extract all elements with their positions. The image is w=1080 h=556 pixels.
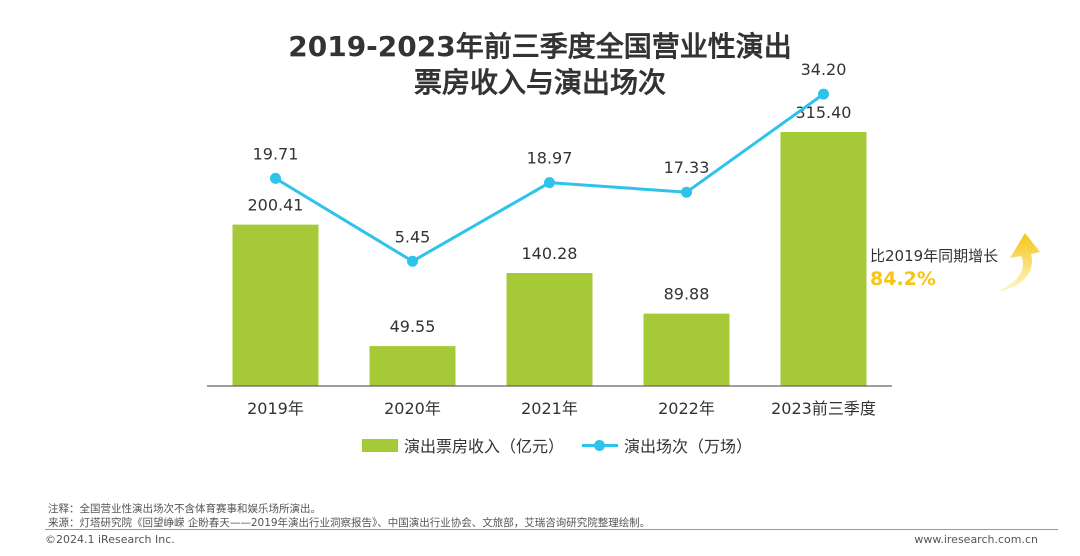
footer-note: 注释：全国营业性演出场次不含体育赛事和娱乐场所演出。 bbox=[48, 503, 321, 515]
bar-value-label-3: 89.88 bbox=[664, 285, 710, 304]
bar-revenue-2 bbox=[506, 273, 593, 386]
line-point-3 bbox=[681, 186, 692, 198]
legend-line-swatch bbox=[582, 438, 619, 452]
footer-website: www.iresearch.com.cn bbox=[914, 533, 1038, 546]
legend-label-performances: 演出场次（万场） bbox=[624, 437, 753, 456]
growth-callout-text: 比2019年同期增长 bbox=[870, 247, 999, 265]
growth-callout: 比2019年同期增长 84.2% bbox=[870, 245, 998, 290]
legend: 演出票房收入（亿元） 演出场次（万场） bbox=[362, 434, 770, 456]
line-value-label-2: 18.97 bbox=[527, 149, 573, 168]
line-value-label-4: 34.20 bbox=[801, 60, 847, 79]
footer-source: 来源：灯塔研究院《回望峥嵘 企盼春天——2019年演出行业洞察报告》、中国演出行… bbox=[48, 517, 651, 529]
line-value-label-1: 5.45 bbox=[395, 227, 431, 246]
chart-title-line2: 票房收入与演出场次 bbox=[413, 66, 666, 99]
line-value-label-3: 17.33 bbox=[664, 158, 710, 177]
bar-value-label-2: 140.28 bbox=[522, 244, 578, 263]
bar-revenue-3 bbox=[643, 313, 730, 386]
x-tick-label-3: 2022年 bbox=[658, 399, 715, 418]
x-tick-label-2: 2021年 bbox=[521, 399, 578, 418]
line-value-label-0: 19.71 bbox=[253, 144, 299, 163]
chart-title-line1: 2019-2023年前三季度全国营业性演出 bbox=[288, 30, 792, 63]
legend-item-revenue: 演出票房收入（亿元） bbox=[362, 433, 564, 457]
line-point-2 bbox=[544, 177, 555, 189]
growth-percent: 84.2% bbox=[870, 268, 936, 290]
footer-divider bbox=[45, 529, 1058, 530]
x-tick-label-1: 2020年 bbox=[384, 399, 441, 418]
combo-chart: 2019年 2020年 2021年 2022年 2023前三季度 200.41 49.55… bbox=[207, 60, 1040, 418]
line-point-0 bbox=[270, 172, 281, 184]
bar-value-label-0: 200.41 bbox=[248, 196, 304, 215]
growth-arrow-icon bbox=[996, 233, 1040, 292]
bar-revenue-1 bbox=[369, 346, 456, 386]
footer-copyright: ©2024.1 iResearch Inc. bbox=[45, 533, 175, 546]
bar-value-label-4: 315.40 bbox=[796, 103, 852, 122]
bar-revenue-0 bbox=[232, 224, 319, 386]
bar-revenue-4 bbox=[780, 132, 867, 386]
x-tick-label-4: 2023前三季度 bbox=[771, 399, 876, 418]
legend-bar-swatch bbox=[362, 438, 398, 452]
bar-value-label-1: 49.55 bbox=[390, 317, 436, 336]
line-point-4 bbox=[818, 88, 829, 100]
legend-label-revenue: 演出票房收入（亿元） bbox=[404, 437, 565, 456]
line-point-1 bbox=[407, 255, 418, 267]
legend-item-performances: 演出场次（万场） bbox=[582, 433, 752, 457]
x-tick-label-0: 2019年 bbox=[247, 399, 304, 418]
